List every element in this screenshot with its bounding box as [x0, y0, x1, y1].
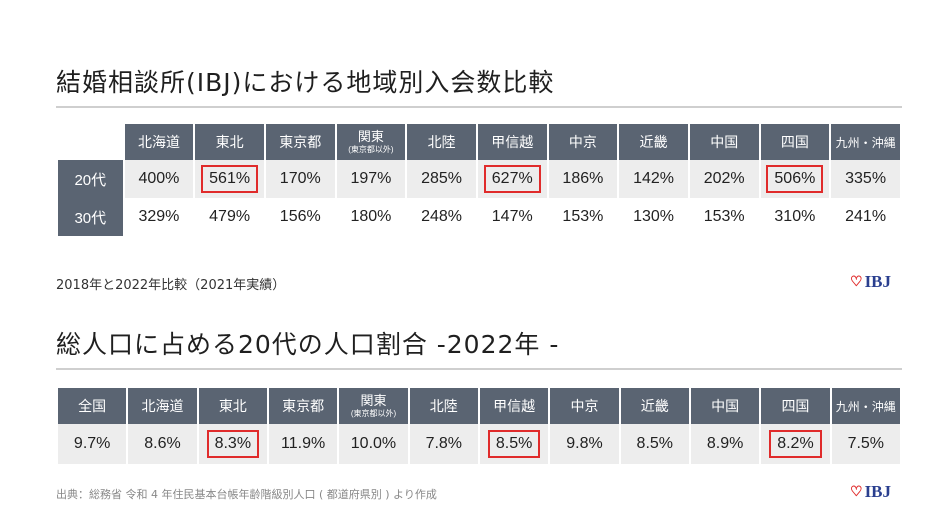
col-header-kanto: 関東 (東京都以外): [339, 388, 408, 424]
section1-divider: [56, 106, 902, 108]
highlight-box: 8.2%: [769, 430, 822, 458]
col-header-kyushu-okinawa: 九州・沖縄: [831, 124, 900, 160]
table-cell: 248%: [407, 198, 476, 236]
table-cell: 7.5%: [831, 424, 900, 464]
table-cell: 147%: [477, 198, 547, 236]
col-header-chugoku: 中国: [689, 124, 759, 160]
col-header-shikoku: 四国: [760, 124, 830, 160]
col-header-kyushu-okinawa: 九州・沖縄: [831, 388, 900, 424]
col-header-hokkaido: 北海道: [128, 388, 197, 424]
col-header-koshinetsu: 甲信越: [477, 124, 547, 160]
table-cell: 7.8%: [409, 424, 478, 464]
highlight-box: 506%: [766, 165, 824, 193]
col-header-chugoku: 中国: [690, 388, 760, 424]
population-ratio-table: 全国 北海道 東北 東京都 関東 (東京都以外) 北陸 甲信越 中京 近畿 中国…: [56, 388, 902, 464]
table-cell: 156%: [265, 198, 335, 236]
col-header-shikoku: 四国: [761, 388, 830, 424]
table-cell: 329%: [124, 198, 194, 236]
col-header-national: 全国: [58, 388, 127, 424]
col-header-tohoku: 東北: [195, 124, 264, 160]
col-header-kinki: 近畿: [619, 124, 688, 160]
table-cell: 8.6%: [128, 424, 197, 464]
logo-text: IBJ: [864, 272, 892, 291]
table-cell: 335%: [831, 160, 900, 198]
highlight-box: 8.3%: [206, 430, 260, 458]
highlight-box: 627%: [483, 165, 541, 193]
table-cell-highlighted: 8.2%: [761, 424, 830, 464]
table-cell: 153%: [548, 198, 618, 236]
row-label-30s: 30代: [58, 198, 123, 236]
col-header-chukyo: 中京: [550, 388, 619, 424]
table-row-ratio: 9.7% 8.6% 8.3% 11.9% 10.0% 7.8% 8.5% 9.8…: [58, 424, 900, 464]
table-cell: 197%: [336, 160, 406, 198]
table-cell: 10.0%: [339, 424, 408, 464]
section2-title: 総人口に占める20代の人口割合 -2022年 -: [56, 330, 560, 359]
section1-title: 結婚相談所(IBJ)における地域別入会数比較: [56, 68, 555, 97]
table-cell: 11.9%: [268, 424, 338, 464]
table-cell: 170%: [265, 160, 335, 198]
table-header-row: 北海道 東北 東京都 関東 (東京都以外) 北陸 甲信越 中京 近畿 中国 四国…: [58, 124, 900, 160]
table-cell: 310%: [760, 198, 830, 236]
col-header-kanto: 関東 (東京都以外): [336, 124, 406, 160]
table-cell: 8.5%: [620, 424, 689, 464]
section2-divider: [56, 368, 902, 370]
table-cell-highlighted: 8.5%: [479, 424, 549, 464]
highlight-box: 561%: [201, 165, 259, 193]
col-header-hokuriku: 北陸: [407, 124, 476, 160]
table-cell: 153%: [689, 198, 759, 236]
heart-icon: ♡: [850, 484, 863, 500]
col-header-koshinetsu: 甲信越: [479, 388, 549, 424]
table-cell-highlighted: 8.3%: [198, 424, 267, 464]
ibj-logo: ♡ IBJ: [850, 272, 891, 292]
table-cell: 400%: [124, 160, 194, 198]
col-header-kanto-sub: (東京都以外): [350, 408, 397, 418]
table-cell-highlighted: 506%: [760, 160, 830, 198]
col-header-kanto-main: 関東: [357, 129, 384, 145]
table-cell-highlighted: 627%: [477, 160, 547, 198]
table-cell: 9.8%: [550, 424, 619, 464]
table-cell: 8.9%: [690, 424, 760, 464]
col-header-hokkaido: 北海道: [124, 124, 194, 160]
row-label-20s: 20代: [58, 160, 123, 198]
table-cell: 142%: [619, 160, 688, 198]
table-cell: 241%: [831, 198, 900, 236]
table-cell: 285%: [407, 160, 476, 198]
highlight-box: 8.5%: [487, 430, 541, 458]
table-cell: 130%: [619, 198, 688, 236]
table-cell-highlighted: 561%: [195, 160, 264, 198]
corner-cell: [58, 124, 123, 160]
table-cell: 202%: [689, 160, 759, 198]
table-row-20s: 20代 400% 561% 170% 197% 285% 627% 186% 1…: [58, 160, 900, 198]
logo-text: IBJ: [864, 482, 892, 501]
col-header-kinki: 近畿: [620, 388, 689, 424]
col-header-hokuriku: 北陸: [409, 388, 478, 424]
col-header-tokyo: 東京都: [265, 124, 335, 160]
col-header-kanto-sub: (東京都以外): [348, 144, 394, 154]
ibj-logo: ♡ IBJ: [850, 482, 891, 502]
table-cell: 186%: [548, 160, 618, 198]
source-note: 出典：総務省 令和 4 年住民基本台帳年齢階級別人口 ( 都道府県別 ) より作…: [56, 488, 437, 501]
col-header-kanto-main: 関東: [360, 393, 387, 409]
table-cell: 9.7%: [58, 424, 127, 464]
col-header-tokyo: 東京都: [268, 388, 338, 424]
table-cell: 180%: [336, 198, 406, 236]
region-signup-table: 北海道 東北 東京都 関東 (東京都以外) 北陸 甲信越 中京 近畿 中国 四国…: [56, 124, 902, 236]
table-header-row: 全国 北海道 東北 東京都 関東 (東京都以外) 北陸 甲信越 中京 近畿 中国…: [58, 388, 900, 424]
table-cell: 479%: [195, 198, 264, 236]
comparison-note: 2018年と2022年比較（2021年実績）: [56, 278, 286, 293]
col-header-tohoku: 東北: [198, 388, 267, 424]
table-row-30s: 30代 329% 479% 156% 180% 248% 147% 153% 1…: [58, 198, 900, 236]
col-header-chukyo: 中京: [548, 124, 618, 160]
heart-icon: ♡: [850, 274, 863, 290]
